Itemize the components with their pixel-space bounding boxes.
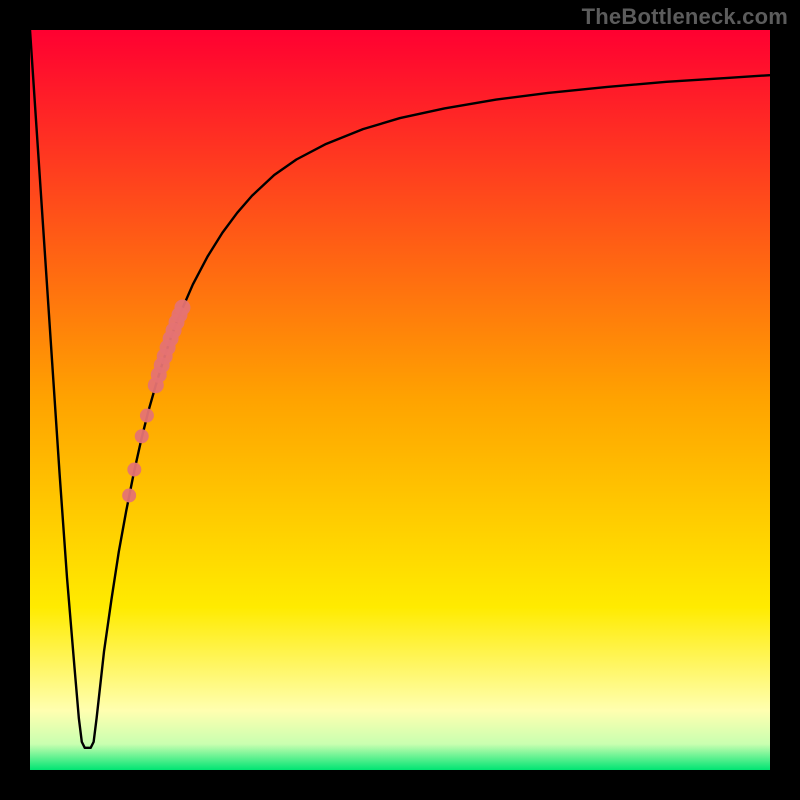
data-marker xyxy=(140,409,154,423)
data-marker xyxy=(135,429,149,443)
chart-container: TheBottleneck.com xyxy=(0,0,800,800)
plot-background xyxy=(30,30,770,770)
data-marker xyxy=(127,463,141,477)
bottleneck-chart xyxy=(0,0,800,800)
data-marker xyxy=(122,488,136,502)
data-marker xyxy=(174,300,190,316)
watermark-text: TheBottleneck.com xyxy=(582,4,788,30)
